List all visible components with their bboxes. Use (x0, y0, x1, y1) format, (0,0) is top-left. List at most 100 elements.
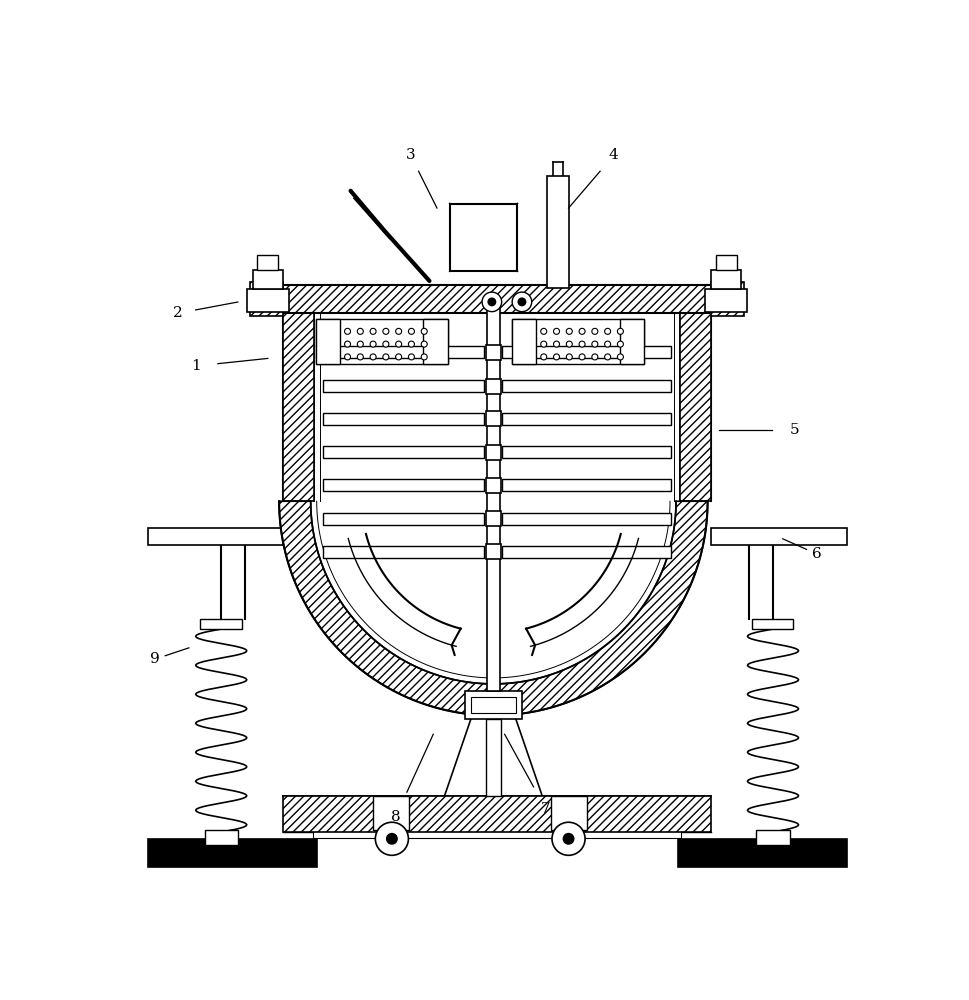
Bar (676, 839, 846, 867)
Circle shape (482, 292, 501, 312)
Circle shape (383, 328, 389, 334)
Bar (323, 413, 484, 425)
Circle shape (370, 354, 376, 360)
Circle shape (551, 822, 584, 855)
Circle shape (578, 354, 584, 360)
Bar (485, 511, 500, 526)
Bar (485, 345, 500, 360)
Bar (323, 346, 484, 358)
Circle shape (395, 354, 401, 360)
Circle shape (566, 341, 572, 347)
Circle shape (517, 298, 525, 306)
Circle shape (487, 298, 495, 306)
Bar (502, 546, 671, 558)
Bar (204, 830, 237, 845)
Circle shape (408, 328, 414, 334)
Circle shape (387, 834, 396, 844)
Bar (751, 619, 793, 629)
Text: 2: 2 (172, 306, 182, 320)
Bar (200, 619, 241, 629)
Circle shape (357, 328, 363, 334)
Circle shape (604, 341, 610, 347)
Text: 7: 7 (541, 802, 550, 816)
Circle shape (421, 341, 426, 347)
Text: 4: 4 (609, 148, 618, 162)
Circle shape (408, 341, 414, 347)
Circle shape (344, 341, 350, 347)
Text: 1: 1 (191, 359, 202, 373)
Circle shape (604, 354, 610, 360)
Circle shape (604, 328, 610, 334)
Bar (619, 319, 643, 364)
Bar (323, 546, 484, 558)
Bar (485, 445, 500, 460)
Text: 9: 9 (150, 652, 160, 666)
Circle shape (344, 328, 350, 334)
Bar (710, 528, 846, 545)
Bar (715, 255, 736, 270)
Text: 8: 8 (391, 810, 400, 824)
Circle shape (566, 328, 572, 334)
Bar (246, 289, 289, 312)
Circle shape (591, 341, 597, 347)
Bar (323, 479, 484, 491)
Bar (373, 796, 409, 830)
Circle shape (344, 354, 350, 360)
Circle shape (591, 328, 597, 334)
Bar (486, 299, 500, 691)
Circle shape (421, 354, 426, 360)
Circle shape (370, 341, 376, 347)
Circle shape (370, 328, 376, 334)
Bar (547, 176, 568, 288)
Bar (323, 513, 484, 525)
Bar (253, 270, 283, 289)
Circle shape (375, 822, 408, 855)
Bar (502, 479, 671, 491)
Bar (251, 285, 742, 313)
Circle shape (395, 328, 401, 334)
Circle shape (408, 354, 414, 360)
Bar (502, 513, 671, 525)
Circle shape (563, 834, 574, 844)
Bar (756, 830, 789, 845)
Bar (679, 313, 710, 501)
Circle shape (357, 341, 363, 347)
Bar (485, 544, 500, 559)
Bar (485, 478, 500, 493)
Bar (512, 319, 643, 364)
Text: 3: 3 (405, 148, 415, 162)
Text: 6: 6 (811, 547, 821, 561)
Bar (485, 379, 500, 394)
Bar (710, 270, 740, 289)
Bar (283, 796, 710, 832)
Bar (147, 528, 283, 545)
Circle shape (553, 341, 559, 347)
Bar (283, 313, 314, 501)
Bar (323, 446, 484, 458)
Bar (316, 319, 447, 364)
Circle shape (357, 354, 363, 360)
Bar (512, 319, 536, 364)
Circle shape (421, 328, 426, 334)
Bar (450, 204, 516, 271)
Bar (502, 413, 671, 425)
Bar (465, 691, 521, 719)
Bar (502, 446, 671, 458)
Bar (502, 346, 671, 358)
Circle shape (578, 341, 584, 347)
Bar (485, 719, 500, 796)
Circle shape (395, 341, 401, 347)
Circle shape (383, 341, 389, 347)
Circle shape (591, 354, 597, 360)
Bar (313, 829, 680, 838)
Text: 5: 5 (789, 423, 798, 437)
Polygon shape (279, 501, 706, 715)
Circle shape (578, 328, 584, 334)
Circle shape (540, 328, 547, 334)
Circle shape (616, 328, 623, 334)
Bar (316, 319, 340, 364)
Bar (257, 255, 278, 270)
Bar (502, 380, 671, 392)
Bar (250, 282, 283, 316)
Bar (485, 411, 500, 426)
